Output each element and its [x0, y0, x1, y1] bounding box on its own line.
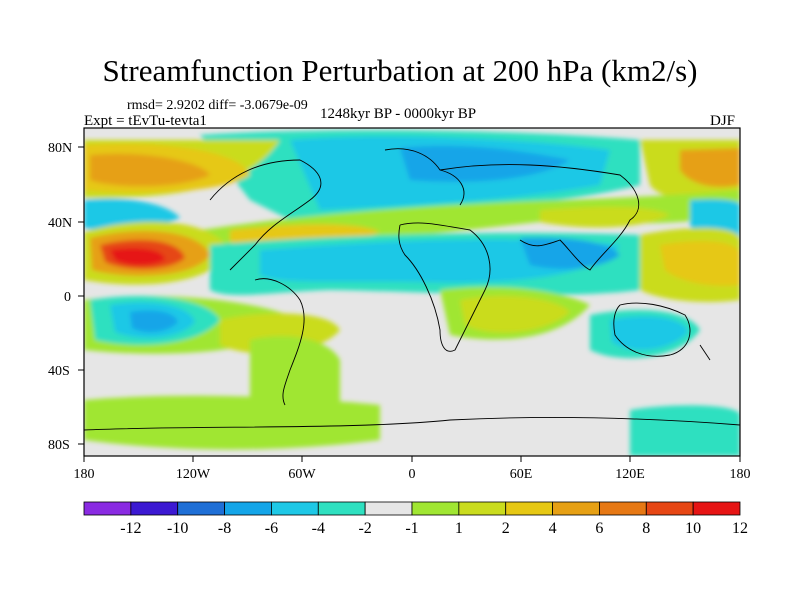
- colorbar-label: 6: [595, 520, 603, 537]
- colorbar-swatch: [224, 501, 272, 516]
- colorbar-swatch: [130, 501, 179, 516]
- colorbar-swatch: [411, 501, 460, 516]
- lat-tick-label: 80N: [48, 141, 72, 156]
- map-title: Streamfunction Perturbation at 200 hPa (…: [102, 53, 698, 88]
- lon-tick-label: 180: [74, 467, 95, 482]
- contour-field: [84, 128, 740, 456]
- colorbar-swatch: [317, 501, 366, 516]
- colorbar-swatch: [364, 501, 413, 516]
- colorbar-label: -2: [358, 520, 371, 537]
- lon-tick-label: 120E: [615, 467, 645, 482]
- colorbar-swatch: [458, 501, 507, 516]
- lon-tick-label: 180: [730, 467, 751, 482]
- colorbar-swatch: [505, 501, 553, 516]
- colorbar-label: 4: [549, 520, 557, 537]
- lat-tick-label: 80S: [48, 438, 70, 453]
- lon-tick-label: 60W: [288, 467, 316, 482]
- colorbar-label: 8: [642, 520, 650, 537]
- colorbar-label: 1: [455, 520, 463, 537]
- lat-tick-label: 40N: [48, 216, 72, 231]
- lat-tick-label: 0: [64, 290, 71, 305]
- experiment-label: Expt = tEvTu-tevta1: [84, 113, 207, 129]
- stats-label: rmsd= 2.9202 diff= -3.0679e-09: [127, 98, 308, 113]
- season-label: DJF: [710, 113, 736, 129]
- lon-tick-label: 60E: [510, 467, 533, 482]
- colorbar-label: -1: [405, 520, 418, 537]
- colorbar-label: -4: [312, 520, 325, 537]
- period-label: 1248kyr BP - 0000kyr BP: [320, 106, 477, 122]
- colorbar-swatch: [83, 501, 132, 516]
- colorbar-swatch: [177, 501, 225, 516]
- colorbar-swatch: [599, 501, 647, 516]
- longitude-axis: 180 120W 60W 0 60E 120E 180: [74, 456, 751, 482]
- colorbar-label: -8: [218, 520, 231, 537]
- lon-tick-label: 120W: [176, 467, 211, 482]
- colorbar-label: -12: [120, 520, 141, 537]
- coastlines: [84, 148, 740, 431]
- latitude-axis: 80N 40N 0 40S 80S: [48, 141, 84, 453]
- colorbar-label: 10: [685, 520, 701, 537]
- colorbar-label: 2: [502, 520, 510, 537]
- lon-tick-label: 0: [409, 467, 416, 482]
- lat-tick-label: 40S: [48, 364, 70, 379]
- colorbar: -12 -10 -8 -6 -4 -2 -1 1 2 4 6 8 10 12: [83, 501, 748, 537]
- colorbar-swatch: [271, 501, 319, 516]
- colorbar-label: -10: [167, 520, 188, 537]
- colorbar-label: -6: [265, 520, 278, 537]
- colorbar-label: 12: [732, 520, 748, 537]
- colorbar-swatch: [692, 501, 741, 516]
- colorbar-swatch: [645, 501, 694, 516]
- colorbar-swatch: [552, 501, 600, 516]
